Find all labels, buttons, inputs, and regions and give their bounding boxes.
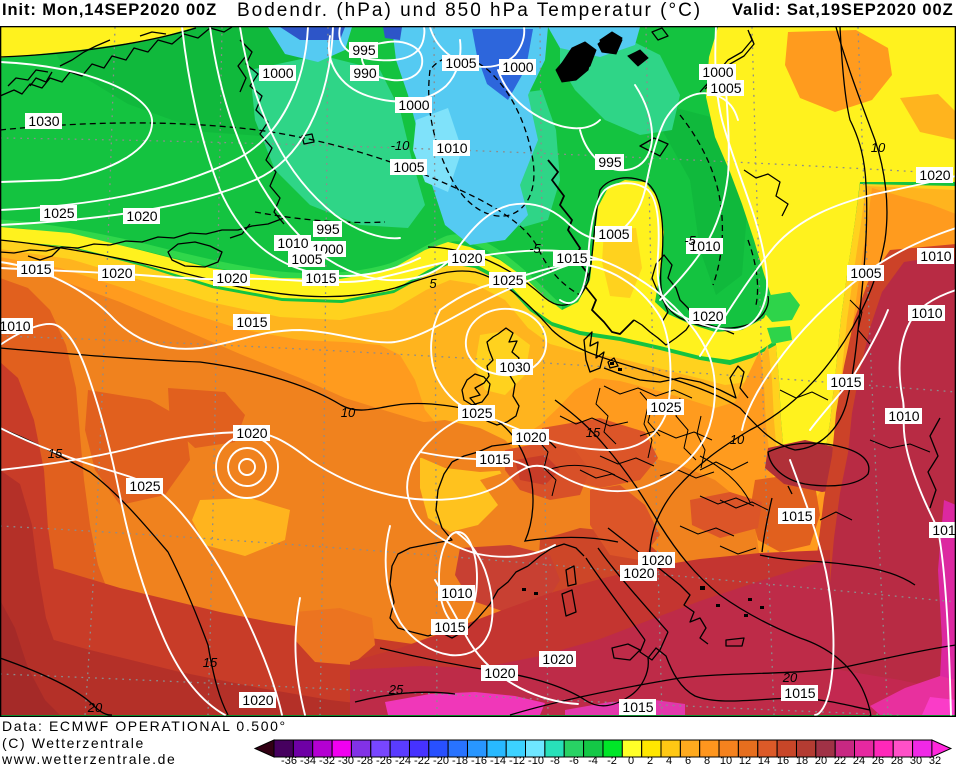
svg-text:5: 5: [429, 276, 437, 291]
svg-text:1015: 1015: [236, 314, 267, 330]
svg-text:1015: 1015: [556, 250, 587, 266]
svg-text:1005: 1005: [598, 226, 629, 242]
svg-text:15: 15: [203, 655, 218, 670]
svg-text:1020: 1020: [484, 665, 515, 681]
svg-text:1020: 1020: [515, 429, 546, 445]
svg-text:1010: 1010: [911, 305, 942, 321]
svg-text:1010: 1010: [888, 408, 919, 424]
svg-text:1020: 1020: [919, 167, 950, 183]
svg-text:25: 25: [388, 682, 404, 697]
svg-text:1000: 1000: [262, 65, 293, 81]
svg-text:10: 10: [341, 405, 356, 420]
svg-text:1015: 1015: [622, 699, 653, 715]
svg-text:1015: 1015: [830, 374, 861, 390]
svg-text:1020: 1020: [451, 250, 482, 266]
svg-text:1000: 1000: [502, 59, 533, 75]
svg-text:1020: 1020: [242, 692, 273, 708]
svg-text:10: 10: [871, 140, 886, 155]
svg-text:1020: 1020: [692, 308, 723, 324]
svg-text:990: 990: [353, 65, 377, 81]
svg-text:1015: 1015: [479, 451, 510, 467]
svg-text:-5: -5: [684, 233, 696, 248]
svg-text:1025: 1025: [461, 405, 492, 421]
svg-text:995: 995: [316, 221, 340, 237]
svg-text:1020: 1020: [623, 565, 654, 581]
svg-text:20: 20: [782, 670, 798, 685]
svg-text:1020: 1020: [236, 425, 267, 441]
svg-text:1025: 1025: [492, 272, 523, 288]
svg-text:1020: 1020: [641, 552, 672, 568]
svg-text:1000: 1000: [398, 97, 429, 113]
svg-text:1025: 1025: [43, 205, 74, 221]
svg-text:1015: 1015: [20, 261, 51, 277]
svg-text:1005: 1005: [445, 55, 476, 71]
svg-text:1005: 1005: [291, 251, 322, 267]
svg-text:1015: 1015: [784, 685, 815, 701]
svg-text:1020: 1020: [101, 265, 132, 281]
svg-text:995: 995: [598, 154, 622, 170]
svg-text:1000: 1000: [702, 64, 733, 80]
svg-text:1030: 1030: [499, 359, 530, 375]
svg-text:1015: 1015: [781, 508, 812, 524]
svg-text:15: 15: [586, 425, 601, 440]
svg-text:1025: 1025: [129, 478, 160, 494]
svg-text:1020: 1020: [216, 270, 247, 286]
svg-text:1010: 1010: [441, 585, 472, 601]
svg-text:-10: -10: [391, 138, 411, 153]
svg-text:101: 101: [932, 522, 956, 538]
svg-text:20: 20: [87, 700, 103, 715]
svg-text:995: 995: [352, 42, 376, 58]
svg-text:1005: 1005: [850, 265, 881, 281]
svg-text:-5: -5: [529, 241, 541, 256]
svg-text:1010: 1010: [436, 140, 467, 156]
svg-text:1025: 1025: [650, 399, 681, 415]
svg-text:1015: 1015: [305, 270, 336, 286]
svg-text:1020: 1020: [542, 651, 573, 667]
svg-text:1005: 1005: [710, 80, 741, 96]
svg-text:15: 15: [48, 446, 63, 461]
svg-text:1010: 1010: [277, 235, 308, 251]
svg-text:1020: 1020: [126, 208, 157, 224]
svg-text:1005: 1005: [393, 159, 424, 175]
svg-text:1015: 1015: [434, 619, 465, 635]
svg-text:1030: 1030: [28, 113, 59, 129]
svg-text:1010: 1010: [920, 248, 951, 264]
svg-text:1010: 1010: [689, 238, 720, 254]
svg-text:1010: 1010: [0, 318, 31, 334]
svg-text:10: 10: [730, 432, 745, 447]
